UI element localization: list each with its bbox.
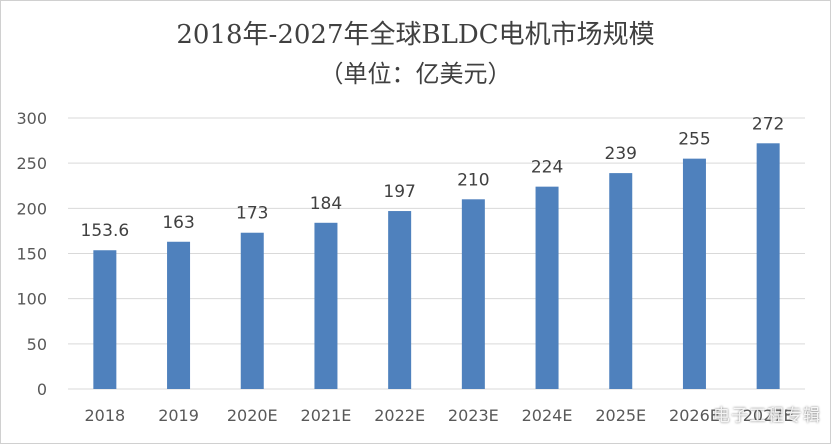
data-label: 272 bbox=[752, 114, 784, 134]
y-tick-label: 100 bbox=[16, 290, 47, 309]
x-tick-label: 2018 bbox=[84, 406, 125, 425]
data-label: 239 bbox=[605, 144, 637, 164]
chart-title: 2018年-2027年全球BLDC电机市场规模 bbox=[176, 20, 655, 50]
data-label: 197 bbox=[383, 182, 415, 202]
bar bbox=[535, 186, 559, 389]
bar bbox=[682, 158, 706, 389]
bar bbox=[609, 173, 633, 389]
bar bbox=[314, 222, 338, 389]
y-tick-label: 50 bbox=[27, 335, 47, 354]
y-tick-label: 150 bbox=[16, 245, 47, 264]
data-label: 210 bbox=[457, 170, 489, 190]
x-tick-label: 2021E bbox=[301, 406, 352, 425]
data-label: 184 bbox=[310, 194, 342, 214]
data-label: 224 bbox=[531, 158, 563, 178]
bar bbox=[93, 250, 117, 389]
y-tick-label: 250 bbox=[16, 154, 47, 173]
x-tick-label: 2019 bbox=[158, 406, 199, 425]
bar bbox=[756, 143, 780, 389]
x-tick-label: 2024E bbox=[522, 406, 573, 425]
y-tick-label: 300 bbox=[16, 109, 47, 128]
data-label: 255 bbox=[678, 130, 710, 150]
chart-subtitle: （单位：亿美元） bbox=[319, 60, 512, 88]
y-tick-label: 200 bbox=[16, 199, 47, 218]
x-tick-label: 2023E bbox=[448, 406, 499, 425]
x-tick-label: 2026E bbox=[669, 406, 720, 425]
y-tick-label: 0 bbox=[37, 380, 47, 399]
bar bbox=[461, 199, 485, 389]
x-tick-label: 2025E bbox=[595, 406, 646, 425]
x-tick-label: 2022E bbox=[374, 406, 425, 425]
x-tick-label: 2027E bbox=[743, 406, 794, 425]
bar bbox=[167, 241, 191, 389]
watermark-text: 电子工程专辑 bbox=[713, 406, 821, 426]
data-label: 153.6 bbox=[81, 221, 130, 241]
data-label: 163 bbox=[162, 213, 194, 233]
bar bbox=[240, 232, 264, 389]
data-label: 173 bbox=[236, 204, 268, 224]
x-tick-label: 2020E bbox=[227, 406, 278, 425]
bar bbox=[388, 211, 412, 389]
